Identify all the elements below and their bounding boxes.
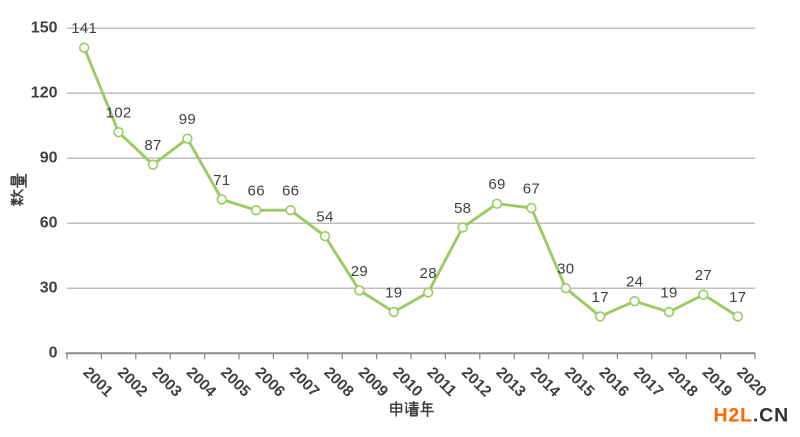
svg-text:99: 99 [179,111,196,128]
svg-text:0: 0 [49,344,58,361]
svg-text:H2L.CN: H2L.CN [714,405,790,427]
svg-text:17: 17 [592,289,609,306]
svg-text:30: 30 [40,279,58,296]
svg-text:69: 69 [488,176,505,193]
svg-text:19: 19 [385,284,402,301]
svg-text:27: 27 [695,267,712,284]
svg-text:66: 66 [248,183,265,200]
svg-text:66: 66 [282,183,299,200]
svg-text:67: 67 [523,180,540,197]
svg-text:102: 102 [106,105,132,122]
svg-text:58: 58 [454,200,471,217]
svg-text:71: 71 [213,172,230,189]
svg-text:120: 120 [31,84,58,101]
svg-text:28: 28 [420,265,437,282]
svg-text:141: 141 [71,20,97,37]
svg-text:19: 19 [660,284,677,301]
svg-text:87: 87 [144,137,161,154]
svg-text:24: 24 [626,274,643,291]
svg-text:30: 30 [557,261,574,278]
svg-text:90: 90 [40,149,58,166]
svg-text:54: 54 [316,209,333,226]
svg-text:29: 29 [351,263,368,280]
svg-text:60: 60 [40,214,58,231]
svg-text:17: 17 [729,289,746,306]
svg-text:150: 150 [31,19,58,36]
